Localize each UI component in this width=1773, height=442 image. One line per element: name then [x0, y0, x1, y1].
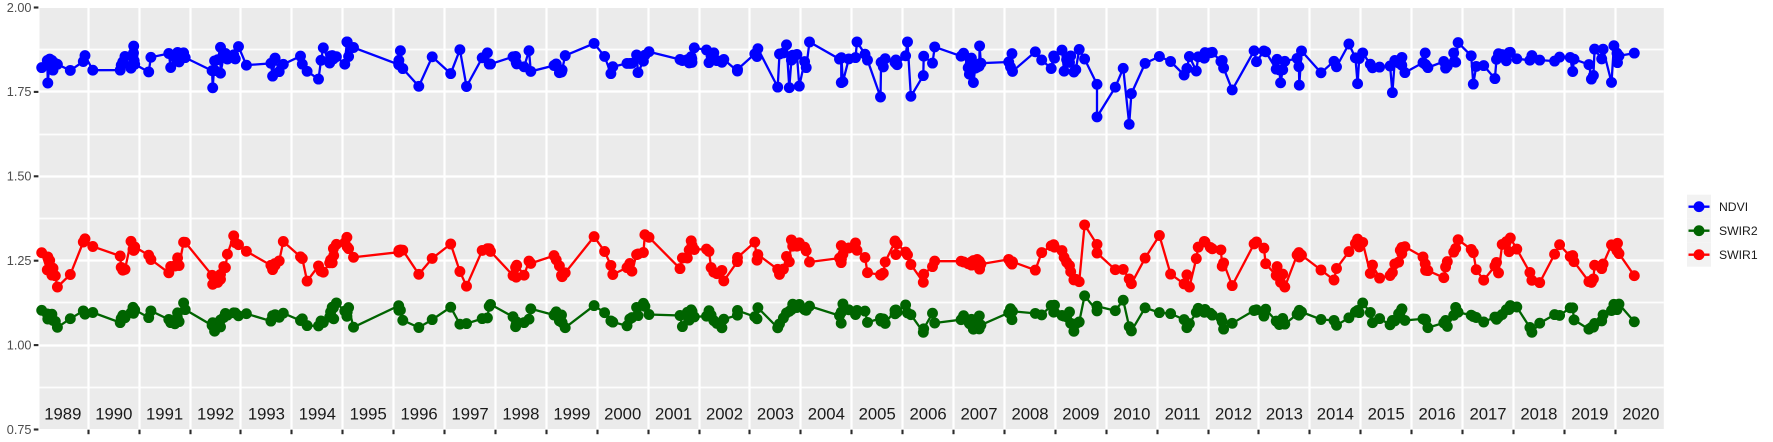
svg-text:2010: 2010 [1113, 405, 1150, 424]
svg-text:2020: 2020 [1622, 405, 1659, 424]
svg-text:1993: 1993 [248, 405, 285, 424]
svg-text:1995: 1995 [350, 405, 387, 424]
svg-text:1996: 1996 [401, 405, 438, 424]
svg-text:1994: 1994 [299, 405, 336, 424]
svg-text:2001: 2001 [655, 405, 692, 424]
svg-text:2015: 2015 [1368, 405, 1405, 424]
svg-text:1.00: 1.00 [7, 338, 32, 352]
svg-text:1999: 1999 [553, 405, 590, 424]
svg-text:2016: 2016 [1419, 405, 1456, 424]
svg-text:2019: 2019 [1571, 405, 1608, 424]
svg-text:1998: 1998 [502, 405, 539, 424]
svg-text:2009: 2009 [1062, 405, 1099, 424]
svg-text:1.75: 1.75 [7, 85, 32, 99]
svg-text:2017: 2017 [1469, 405, 1506, 424]
svg-text:2014: 2014 [1317, 405, 1354, 424]
svg-text:2005: 2005 [859, 405, 896, 424]
svg-text:1997: 1997 [452, 405, 489, 424]
svg-text:2011: 2011 [1165, 405, 1201, 424]
svg-text:SWIR1: SWIR1 [1719, 248, 1758, 262]
svg-text:2000: 2000 [604, 405, 641, 424]
svg-text:1991: 1991 [146, 405, 183, 424]
svg-text:NDVI: NDVI [1719, 200, 1748, 214]
svg-text:2012: 2012 [1215, 405, 1252, 424]
svg-text:2008: 2008 [1011, 405, 1048, 424]
svg-text:1990: 1990 [95, 405, 132, 424]
svg-text:2002: 2002 [706, 405, 743, 424]
svg-text:2003: 2003 [757, 405, 794, 424]
svg-text:1.50: 1.50 [7, 170, 32, 184]
svg-text:2006: 2006 [910, 405, 947, 424]
svg-text:2.00: 2.00 [7, 1, 32, 15]
svg-text:1.25: 1.25 [7, 254, 32, 268]
svg-text:2004: 2004 [808, 405, 845, 424]
svg-text:2007: 2007 [960, 405, 997, 424]
svg-text:0.75: 0.75 [7, 423, 32, 437]
svg-text:2013: 2013 [1266, 405, 1303, 424]
svg-text:SWIR2: SWIR2 [1719, 224, 1758, 238]
svg-text:1989: 1989 [44, 405, 81, 424]
svg-text:1992: 1992 [197, 405, 234, 424]
svg-text:2018: 2018 [1520, 405, 1557, 424]
